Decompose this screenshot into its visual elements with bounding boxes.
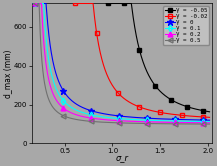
- Y-axis label: d_max (mm): d_max (mm): [3, 49, 12, 98]
- Legend: γ = -0.05, γ = -0.02, γ = 0, γ = 0.1, γ = 0.2, γ = 0.5: γ = -0.05, γ = -0.02, γ = 0, γ = 0.1, γ …: [163, 6, 209, 45]
- X-axis label: σ_r: σ_r: [115, 154, 128, 163]
